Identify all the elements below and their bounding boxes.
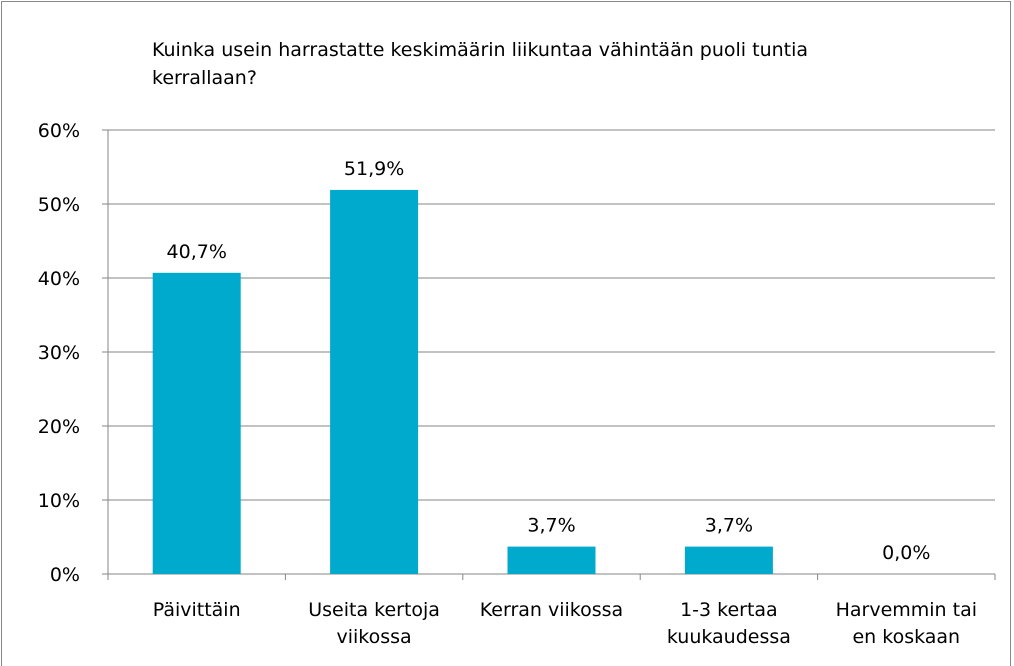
y-tick-label: 50% (38, 194, 80, 216)
x-tick-label: Kerran viikossa (479, 599, 624, 621)
data-label: 3,7% (527, 515, 575, 537)
y-tick-label: 20% (38, 416, 80, 438)
bar (684, 546, 773, 574)
data-label: 51,9% (344, 158, 404, 180)
x-tick-label: Päivittäin (152, 599, 241, 621)
y-tick-label: 10% (38, 490, 80, 512)
y-tick-label: 60% (38, 120, 80, 142)
bar (507, 546, 596, 574)
data-label: 3,7% (705, 515, 753, 537)
chart-title: Kuinka usein harrastatte keskimäärin lii… (152, 39, 809, 89)
y-tick-label: 0% (50, 564, 80, 586)
x-tick-label: Harvemmin tai en koskaan (835, 599, 978, 648)
x-tick-label: Useita kertoja viikossa (308, 599, 440, 648)
bar (330, 189, 419, 574)
y-tick-label: 40% (38, 268, 80, 290)
data-label: 40,7% (167, 241, 227, 263)
y-tick-label: 30% (38, 342, 80, 364)
data-label: 0,0% (882, 542, 930, 564)
x-tick-label: 1-3 kertaa kuukaudessa (666, 599, 791, 648)
bar (152, 272, 241, 574)
